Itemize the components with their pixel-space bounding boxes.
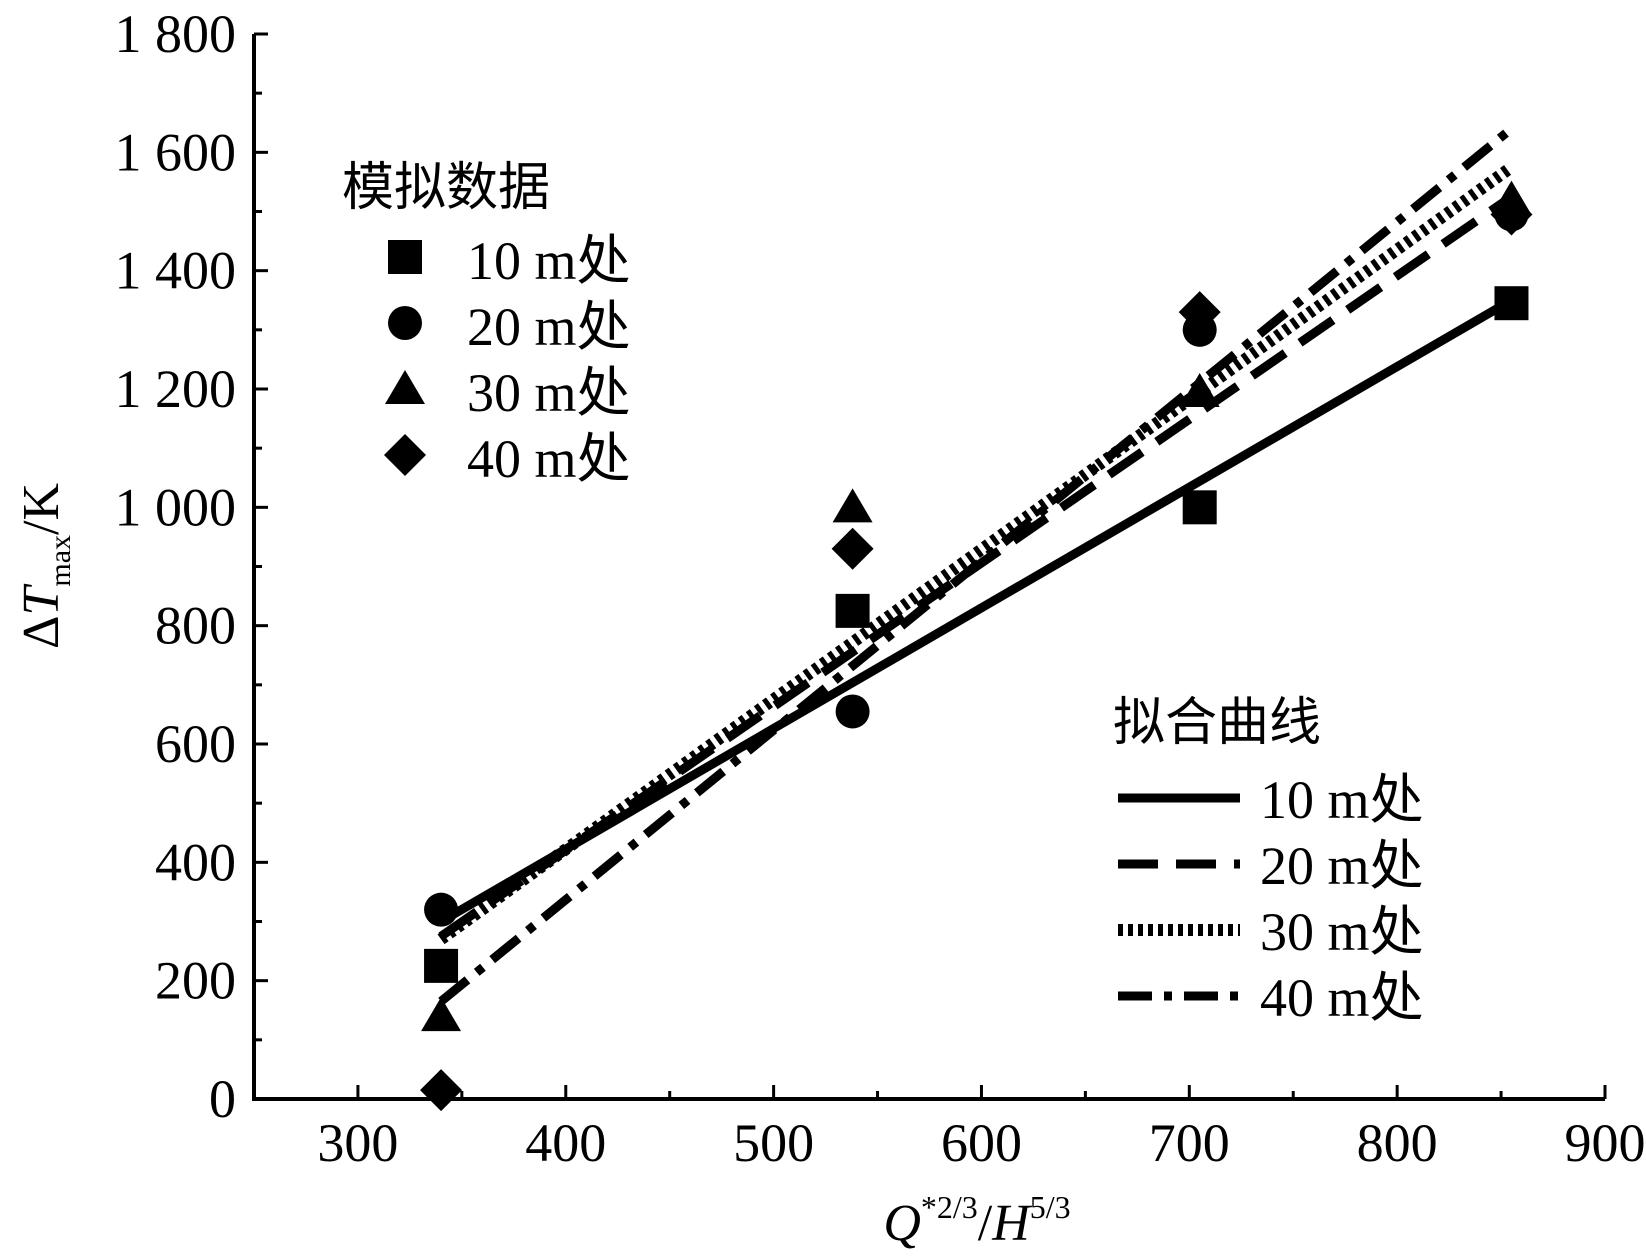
data-point-diamond [420,1069,463,1112]
data-point-diamond [1178,291,1221,334]
y-tick-label: 400 [155,832,236,892]
y-tick-label: 600 [155,714,236,774]
y-tick-label: 1 000 [115,477,237,537]
x-tick-label: 300 [317,1113,398,1173]
x-axis-label-h: H [991,1195,1032,1252]
scatter-legend-title: 模拟数据 [342,158,550,218]
x-axis-label-h-sup: 5/3 [1030,1189,1071,1225]
y-axis-label-t: T [13,584,70,616]
y-axis-label-delta: Δ [13,616,70,649]
data-point-square [835,593,870,628]
x-axis-label-slash: / [978,1195,993,1252]
x-ticks: 300 400 500 600 700 800 900 [317,1085,1646,1173]
scatter-legend-label: 10 m处 [467,231,631,291]
data-point-square [424,948,459,983]
data-point-diamond [1490,193,1533,236]
y-tick-label: 800 [155,596,236,656]
scatter-legend-label: 20 m处 [467,297,631,357]
legend-marker-triangle [385,370,425,404]
y-axis-label-sub: max [44,535,77,587]
fit-line-4 [438,125,1515,1005]
y-tick-label: 1 800 [115,4,237,64]
scatter-legend-label: 40 m处 [467,429,631,489]
legend-marker-circle [388,306,422,340]
legend-marker-square [388,240,422,274]
y-tick-label: 200 [155,951,236,1011]
data-point-circle [424,892,459,927]
data-point-square [1182,490,1217,525]
legend-marker-diamond [384,434,426,476]
fit-line-1 [438,296,1514,926]
y-axis-label-unit: /K [13,483,70,535]
data-point-diamond [831,527,874,570]
x-tick-label: 800 [1357,1113,1438,1173]
y-tick-label: 0 [209,1069,236,1129]
x-axis-label: Q*2/3/H5/3 [883,1189,1070,1252]
x-tick-label: 700 [1149,1113,1230,1173]
data-markers [420,180,1533,1112]
scatter-legend-label: 30 m处 [467,363,631,423]
x-tick-label: 400 [525,1113,606,1173]
x-tick-label: 900 [1565,1113,1646,1173]
line-legend-label: 20 m处 [1260,836,1424,896]
y-tick-label: 1 600 [115,122,237,182]
x-axis-label-q: Q [883,1195,921,1252]
data-point-circle [835,694,870,729]
data-point-triangle [1179,372,1220,407]
line-legend-label: 30 m处 [1260,902,1424,962]
x-tick-label: 600 [941,1113,1022,1173]
line-legend-title: 拟合曲线 [1113,693,1321,753]
data-point-square [1494,286,1529,321]
y-tick-label: 1 200 [115,359,237,419]
y-ticks: 0 200 400 600 800 1 000 1 200 1 400 1 600 1 800 [115,4,268,1129]
y-tick-label: 1 400 [115,241,237,301]
x-tick-label: 500 [733,1113,814,1173]
line-legend-label: 40 m处 [1260,968,1424,1028]
x-axis-label-q-sup: *2/3 [921,1189,978,1225]
line-legend-label: 10 m处 [1260,770,1424,830]
y-axis-label: ΔTmax/K [13,483,77,649]
fit-lines [437,125,1515,1005]
data-point-triangle [421,997,462,1032]
data-point-triangle [832,488,873,523]
